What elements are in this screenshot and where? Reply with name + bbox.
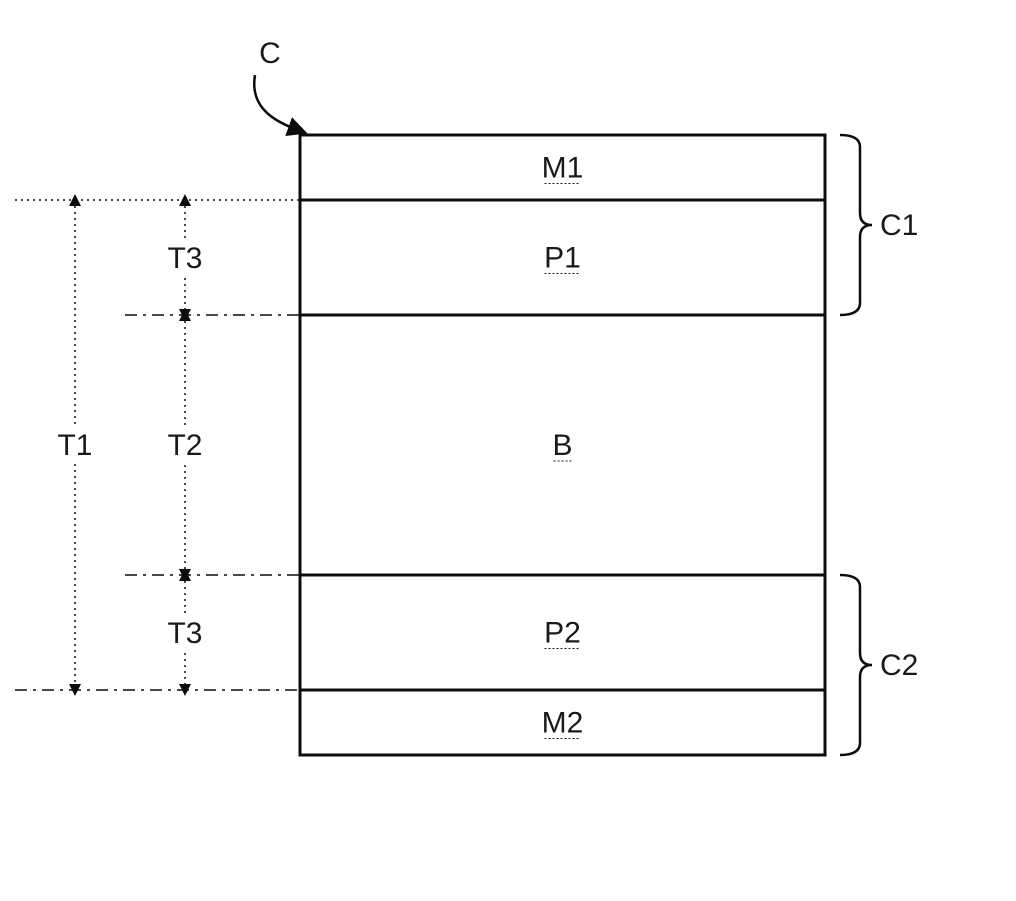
dim-label-T3-bottom: T3 — [167, 617, 202, 650]
bracket-C2 — [840, 575, 872, 755]
dimension-arrows: T1 T3 T2 T3 — [53, 200, 207, 690]
pointer-c: C — [254, 37, 298, 130]
dim-label-T1: T1 — [57, 429, 92, 462]
layer-stack: M1 P1 B P2 M2 — [300, 135, 825, 755]
layer-label-M2: M2 — [542, 706, 584, 739]
brackets: C1 C2 — [840, 135, 918, 755]
dim-label-T3-top: T3 — [167, 242, 202, 275]
layer-label-P1: P1 — [544, 241, 581, 274]
bracket-label-C2: C2 — [880, 649, 918, 682]
bracket-label-C1: C1 — [880, 209, 918, 242]
bracket-C1 — [840, 135, 872, 315]
layer-label-B: B — [552, 429, 572, 462]
diagram-svg: M1 P1 B P2 M2 T1 T3 T2 T3 C1 C2 C — [0, 0, 1016, 901]
dim-label-T2: T2 — [167, 429, 202, 462]
pointer-arrow-c — [254, 75, 298, 130]
layer-label-M1: M1 — [542, 151, 584, 184]
pointer-label-c: C — [259, 37, 281, 70]
layer-label-P2: P2 — [544, 616, 581, 649]
